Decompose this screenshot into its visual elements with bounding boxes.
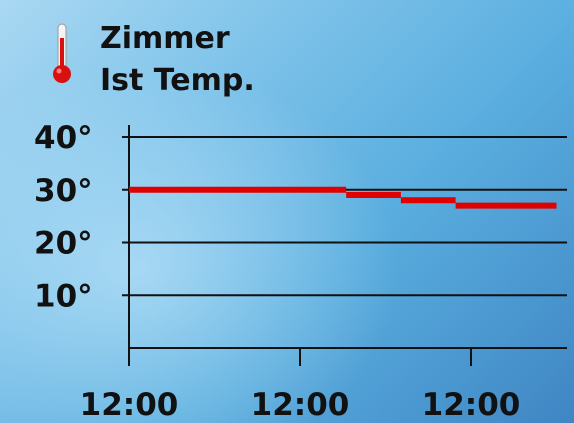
axis-layer [128,125,567,366]
room-name: Zimmer [100,21,230,56]
y-tick-label-10: 10° [34,278,93,314]
y-tick-label-30: 30° [34,173,93,209]
label-layer: 40° 30° 20° 10° 12:00 12:00 12:00 [34,120,520,423]
grid-layer [122,136,567,297]
y-tick-label-20: 20° [34,226,93,262]
x-tick-label-0: 12:00 [80,387,179,423]
x-tick-label-2: 12:00 [422,387,521,423]
y-tick-label-40: 40° [34,120,93,156]
series-layer [129,186,557,209]
header: Zimmer Ist Temp. [100,18,255,102]
measurement-label: Ist Temp. [100,63,255,98]
x-tick-label-1: 12:00 [251,387,350,423]
thermometer-icon [53,23,71,83]
